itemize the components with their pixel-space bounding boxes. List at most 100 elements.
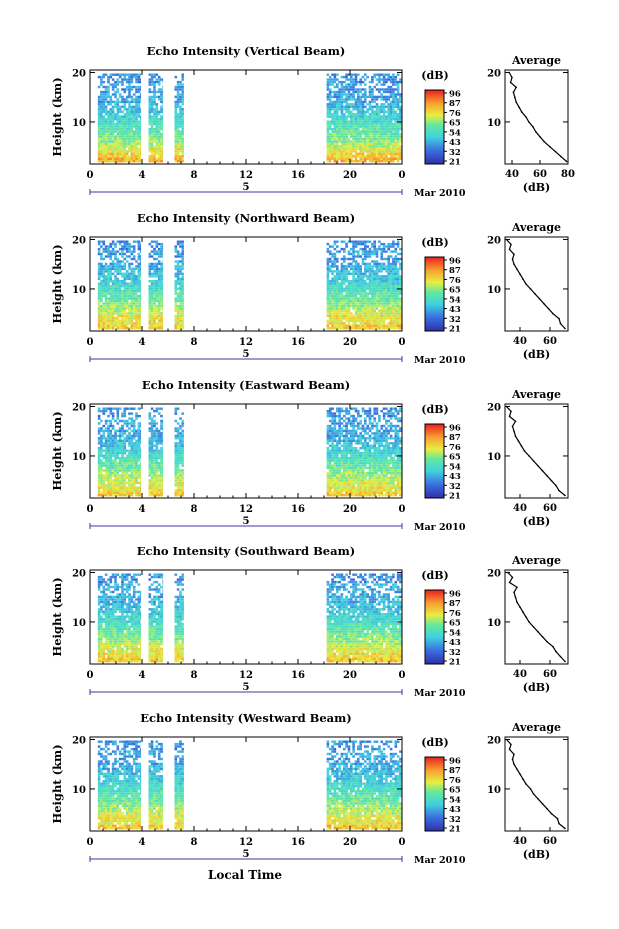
heatmap-cell — [137, 75, 141, 79]
heatmap-cell — [118, 452, 122, 455]
heatmap-cell — [368, 285, 372, 288]
heatmap-cell — [157, 152, 161, 155]
heatmap-cell — [97, 287, 101, 290]
heatmap-cell — [354, 78, 358, 81]
heatmap-cell — [125, 132, 129, 136]
heatmap-cell — [181, 137, 184, 141]
heatmap-cell — [373, 282, 376, 285]
heatmap-cell — [114, 304, 117, 308]
heatmap-cell — [326, 145, 330, 148]
heatmap-cell — [382, 110, 386, 113]
heatmap-cell — [97, 466, 101, 470]
heatmap-cell — [387, 145, 390, 148]
heatmap-cell — [368, 297, 372, 300]
heatmap-cell — [340, 317, 344, 320]
heatmap-cell — [394, 265, 398, 268]
heatmap-cell — [160, 319, 163, 322]
heatmap-cell — [118, 280, 122, 283]
heatmap-cell — [153, 464, 156, 467]
heatmap-cell — [394, 262, 398, 266]
heatmap-cell — [107, 309, 110, 313]
date-label: Mar 2010 — [414, 355, 466, 366]
heatmap-cell — [179, 98, 182, 101]
heatmap-cell — [116, 110, 120, 113]
heatmap-cell — [153, 250, 156, 253]
heatmap-cell — [121, 275, 124, 278]
heatmap-cell — [100, 452, 103, 455]
heatmap-cell — [387, 275, 390, 278]
heatmap-cell — [174, 142, 178, 146]
heatmap-cell — [385, 98, 388, 101]
heatmap-cell — [357, 287, 360, 290]
heatmap-cell — [331, 265, 334, 268]
heatmap-cell — [130, 292, 134, 295]
heatmap-cell — [331, 491, 334, 494]
heatmap-cell — [125, 272, 129, 275]
heatmap-cell — [130, 262, 134, 266]
heatmap-cell — [123, 461, 127, 465]
heatmap-cell — [118, 285, 122, 288]
heatmap-cell — [150, 265, 154, 268]
heatmap-cell — [333, 275, 337, 278]
heatmap-cell — [160, 145, 163, 148]
colorbar-tick-label: 54 — [449, 295, 461, 305]
heatmap-cell — [109, 118, 113, 121]
heatmap-cell — [364, 105, 367, 108]
heatmap-cell — [345, 270, 348, 273]
heatmap-cell — [347, 160, 351, 163]
heatmap-cell — [157, 247, 161, 251]
heatmap-cell — [150, 155, 154, 158]
heatmap-cell — [396, 130, 400, 133]
heatmap-cell — [139, 452, 141, 455]
heatmap-cell — [174, 317, 178, 320]
heatmap-cell — [100, 327, 103, 330]
heatmap-cell — [132, 255, 136, 258]
heatmap-cell — [102, 282, 106, 285]
average-point — [508, 71, 511, 74]
heatmap-cell — [371, 299, 374, 303]
heatmap-cell — [118, 437, 122, 440]
heatmap-cell — [104, 459, 108, 462]
heatmap-cell — [352, 135, 355, 138]
heatmap-cell — [373, 113, 376, 116]
heatmap-cell — [347, 147, 351, 151]
heatmap-cell — [380, 282, 383, 285]
heatmap-cell — [392, 245, 395, 248]
heatmap-cell — [357, 297, 360, 300]
heatmap-cell — [326, 447, 330, 450]
heatmap-cell — [123, 432, 127, 435]
heatmap-cell — [157, 454, 161, 457]
heatmap-cell — [135, 280, 138, 283]
heatmap-cell — [125, 80, 129, 84]
heatmap-cell — [128, 484, 131, 487]
heatmap-cell — [121, 147, 124, 151]
heatmap-cell — [150, 292, 154, 295]
heatmap-cell — [111, 152, 115, 155]
heatmap-cell — [125, 98, 129, 101]
heatmap-cell — [150, 424, 154, 428]
heatmap-cell — [157, 147, 161, 151]
heatmap-cell — [153, 80, 156, 84]
heatmap-cell — [148, 294, 152, 298]
heatmap-cell — [150, 481, 154, 485]
heatmap-cell — [160, 118, 163, 121]
heatmap-cell — [162, 160, 164, 163]
heatmap-cell — [148, 272, 152, 275]
heatmap-cell — [104, 122, 108, 126]
heatmap-cell — [109, 294, 113, 298]
heatmap-cell — [111, 137, 115, 141]
heatmap-cell — [181, 471, 184, 475]
heatmap-cell — [392, 272, 395, 275]
heatmap-cell — [139, 247, 141, 251]
heatmap-cell — [111, 132, 115, 136]
heatmap-cell — [130, 282, 134, 285]
heatmap-cell — [338, 118, 341, 121]
heatmap-cell — [176, 461, 180, 465]
heatmap-cell — [336, 245, 339, 248]
heatmap-cell — [357, 155, 360, 158]
heatmap-cell — [153, 429, 156, 433]
heatmap-cell — [368, 145, 372, 148]
heatmap-cell — [162, 327, 164, 330]
heatmap-cell — [150, 294, 154, 298]
heatmap-cell — [130, 304, 134, 308]
